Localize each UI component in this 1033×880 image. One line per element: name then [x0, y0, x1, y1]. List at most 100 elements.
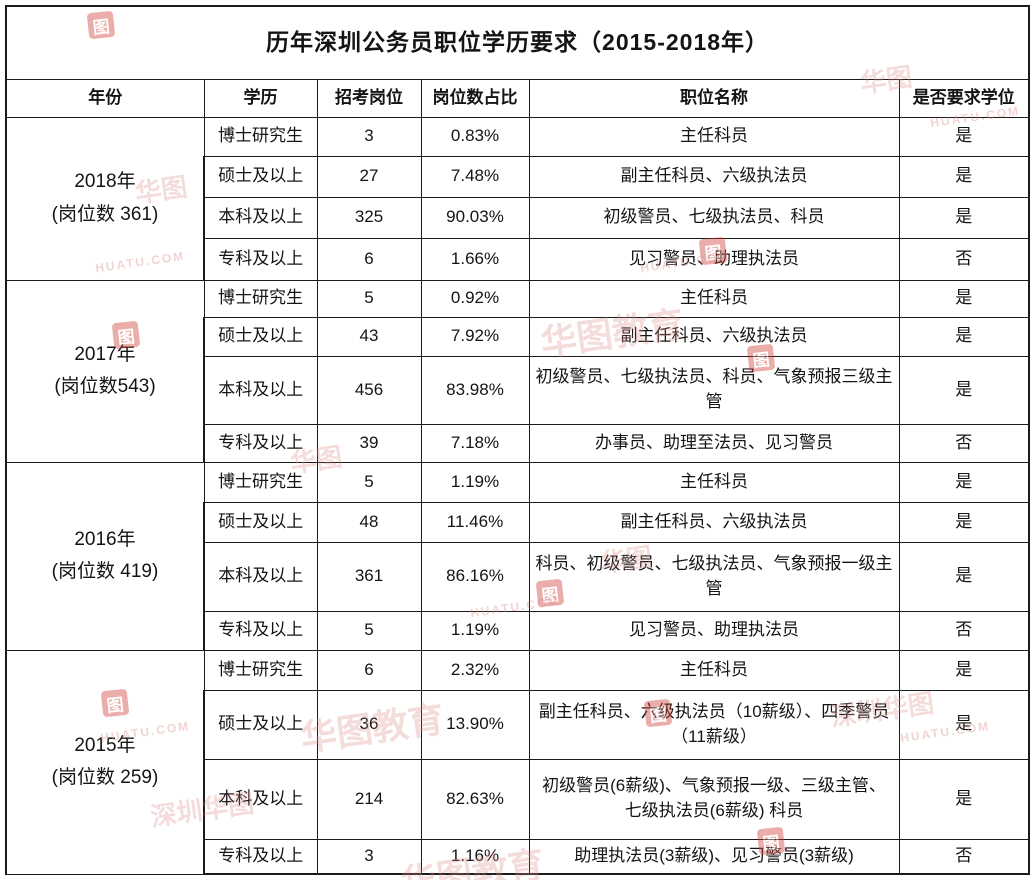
positions-cell: 办事员、助理至法员、见习警员	[528, 423, 900, 463]
year-label: 2017年	[74, 343, 136, 365]
education-cell: 本科及以上	[203, 541, 318, 612]
column-header-year: 年份	[5, 78, 205, 118]
education-cell: 硕士及以上	[203, 155, 318, 198]
percent-cell: 1.19%	[420, 610, 530, 651]
count-cell: 6	[316, 237, 422, 281]
positions-cell: 主任科员	[528, 279, 900, 318]
table-row: 专科及以上 3 1.16% 助理执法员(3薪级)、见习警员(3薪级) 否	[6, 838, 1031, 875]
year-sublabel: (岗位数 259)	[51, 767, 159, 788]
count-cell: 214	[316, 758, 422, 840]
percent-cell: 0.83%	[420, 116, 530, 157]
degree-cell: 是	[898, 355, 1031, 425]
year-sublabel: (岗位数543)	[54, 376, 156, 397]
degree-cell: 否	[898, 610, 1031, 651]
degree-cell: 是	[898, 758, 1031, 840]
percent-cell: 1.16%	[420, 838, 530, 875]
education-cell: 专科及以上	[203, 838, 318, 875]
degree-cell: 是	[898, 689, 1031, 760]
year-label: 2018年	[74, 171, 136, 193]
percent-cell: 90.03%	[420, 196, 530, 239]
count-cell: 5	[316, 610, 422, 651]
degree-cell: 是	[898, 116, 1031, 157]
table-row: 本科及以上 325 90.03% 初级警员、七级执法员、科员 是	[6, 196, 1031, 239]
education-cell: 专科及以上	[203, 423, 318, 463]
table-row: 硕士及以上 48 11.46% 副主任科员、六级执法员 是	[6, 501, 1031, 543]
percent-cell: 13.90%	[420, 689, 530, 760]
positions-cell: 副主任科员、六级执法员	[528, 155, 900, 198]
column-header-education: 学历	[203, 78, 318, 118]
education-requirements-table: 历年深圳公务员职位学历要求（2015-2018年） 年份 学历 招考岗位 岗位数…	[4, 5, 1031, 875]
positions-cell: 科员、初级警员、七级执法员、气象预报一级主管	[528, 541, 900, 612]
positions-cell: 主任科员	[528, 649, 900, 691]
table-row: 本科及以上 456 83.98% 初级警员、七级执法员、科员、气象预报三级主管 …	[6, 355, 1031, 425]
percent-cell: 86.16%	[420, 541, 530, 612]
education-cell: 博士研究生	[203, 279, 318, 318]
degree-cell: 是	[898, 196, 1031, 239]
percent-cell: 7.92%	[420, 316, 530, 357]
degree-cell: 是	[898, 279, 1031, 318]
table-row: 本科及以上 361 86.16% 科员、初级警员、七级执法员、气象预报一级主管 …	[6, 541, 1031, 612]
education-cell: 专科及以上	[203, 237, 318, 281]
percent-cell: 83.98%	[420, 355, 530, 425]
percent-cell: 0.92%	[420, 279, 530, 318]
percent-cell: 1.19%	[420, 461, 530, 503]
year-cell-2017: 2017年 (岗位数543)	[5, 279, 205, 463]
education-cell: 专科及以上	[203, 610, 318, 651]
degree-cell: 是	[898, 501, 1031, 543]
education-cell: 博士研究生	[203, 649, 318, 691]
positions-cell: 见习警员、助理执法员	[528, 610, 900, 651]
column-header-count: 招考岗位	[316, 78, 422, 118]
table-row: 2015年 (岗位数 259) 博士研究生 6 2.32% 主任科员 是	[5, 649, 1031, 875]
count-cell: 361	[316, 541, 422, 612]
degree-cell: 否	[898, 237, 1031, 281]
positions-cell: 副主任科员、六级执法员	[528, 316, 900, 357]
table-row: 本科及以上 214 82.63% 初级警员(6薪级)、气象预报一级、三级主管、七…	[6, 758, 1031, 840]
percent-cell: 7.48%	[420, 155, 530, 198]
year-sublabel: (岗位数 361)	[51, 203, 159, 225]
year-label: 2016年	[74, 528, 136, 550]
education-cell: 硕士及以上	[203, 316, 318, 357]
positions-cell: 见习警员、助理执法员	[528, 237, 900, 281]
education-cell: 博士研究生	[203, 461, 318, 503]
positions-cell: 初级警员、七级执法员、科员、气象预报三级主管	[528, 355, 900, 425]
education-cell: 本科及以上	[203, 196, 318, 239]
degree-cell: 是	[898, 461, 1031, 503]
degree-cell: 是	[898, 316, 1031, 357]
education-cell: 本科及以上	[203, 355, 318, 425]
count-cell: 27	[316, 155, 422, 198]
degree-cell: 是	[898, 649, 1031, 691]
percent-cell: 11.46%	[420, 501, 530, 543]
percent-cell: 2.32%	[420, 649, 530, 691]
year-cell-2016: 2016年 (岗位数 419)	[5, 461, 205, 651]
count-cell: 5	[316, 461, 422, 503]
count-cell: 456	[316, 355, 422, 425]
count-cell: 39	[316, 423, 422, 463]
count-cell: 3	[316, 116, 422, 157]
column-header-degree: 是否要求学位	[898, 78, 1031, 118]
education-cell: 硕士及以上	[203, 501, 318, 543]
degree-cell: 是	[898, 155, 1031, 198]
table-row: 2018年 (岗位数 361) 博士研究生 3 0.83% 主任科员 是	[5, 116, 1031, 281]
table-row: 2017年 (岗位数543) 博士研究生 5 0.92% 主任科员 是	[5, 279, 1031, 463]
count-cell: 36	[316, 689, 422, 760]
count-cell: 3	[316, 838, 422, 875]
table-row: 专科及以上 5 1.19% 见习警员、助理执法员 否	[6, 610, 1031, 651]
table-row: 硕士及以上 43 7.92% 副主任科员、六级执法员 是	[6, 316, 1031, 357]
year-label: 2015年	[74, 734, 136, 756]
positions-cell: 助理执法员(3薪级)、见习警员(3薪级)	[528, 838, 900, 875]
percent-cell: 1.66%	[420, 237, 530, 281]
count-cell: 48	[316, 501, 422, 543]
positions-cell: 主任科员	[528, 116, 900, 157]
positions-cell: 主任科员	[528, 461, 900, 503]
count-cell: 325	[316, 196, 422, 239]
table-title: 历年深圳公务员职位学历要求（2015-2018年）	[4, 5, 1031, 80]
column-header-percent: 岗位数占比	[420, 78, 530, 118]
positions-cell: 副主任科员、六级执法员	[528, 501, 900, 543]
education-cell: 本科及以上	[203, 758, 318, 840]
positions-cell: 副主任科员、六级执法员（10薪级）、四季警员（11薪级）	[528, 689, 900, 760]
year-sublabel: (岗位数 419)	[51, 561, 159, 582]
column-header-positions: 职位名称	[528, 78, 900, 118]
percent-cell: 82.63%	[420, 758, 530, 840]
count-cell: 43	[316, 316, 422, 357]
